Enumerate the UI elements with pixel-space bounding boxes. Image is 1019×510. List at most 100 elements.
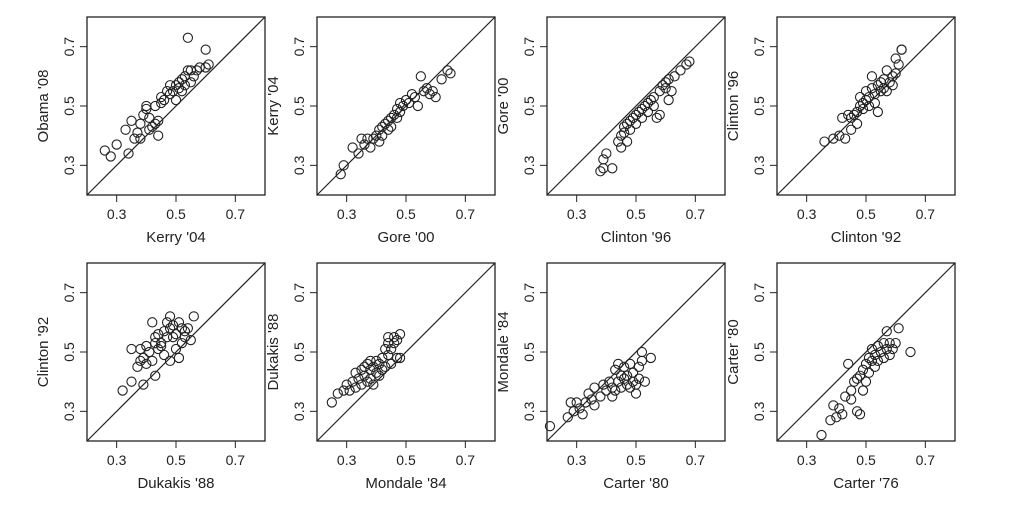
data-point	[132, 361, 143, 372]
x-tick-label: 0.7	[686, 206, 706, 222]
data-point	[391, 352, 403, 364]
data-point	[362, 133, 373, 144]
y-axis-label: Mondale '84	[495, 311, 512, 392]
data-point	[872, 340, 884, 352]
scatter-panel: 0.3 0.5 0.7 0.3 0.5 0.7 Clinton '92 Clinton '96	[725, 16, 956, 246]
data-point	[857, 97, 869, 109]
data-point	[869, 361, 881, 372]
data-point	[412, 100, 424, 112]
data-point	[863, 367, 875, 378]
data-point	[338, 160, 349, 171]
x-tick-label: 0.7	[456, 206, 476, 222]
data-point	[890, 68, 901, 79]
data-point	[421, 83, 432, 94]
data-point	[854, 409, 866, 420]
x-tick-label: 0.5	[626, 452, 646, 468]
data-point	[362, 358, 373, 370]
data-point	[153, 130, 164, 141]
data-point	[173, 77, 185, 88]
data-point	[636, 355, 648, 367]
data-point	[621, 370, 633, 381]
data-point	[135, 133, 146, 144]
x-axis-label: Kerry '04	[146, 229, 206, 246]
data-point	[153, 343, 164, 355]
x-axis-label: Carter '80	[603, 475, 668, 492]
data-point	[424, 88, 435, 100]
data-point	[380, 361, 391, 372]
scatter-panel: 0.3 0.5 0.7 0.3 0.5 0.7 Clinton '96 Gore '00	[495, 16, 726, 246]
x-tick-label: 0.7	[916, 452, 936, 468]
data-point	[863, 352, 875, 364]
data-point	[377, 352, 388, 364]
data-point	[164, 355, 176, 367]
data-point	[657, 80, 668, 91]
data-point	[176, 86, 188, 97]
data-point	[866, 71, 878, 82]
data-point	[167, 332, 179, 343]
data-point	[164, 311, 176, 322]
data-point	[359, 139, 370, 150]
data-point	[613, 376, 624, 387]
data-point	[353, 373, 364, 384]
data-point	[843, 109, 854, 121]
data-point	[400, 94, 412, 106]
data-point	[158, 349, 170, 361]
data-point	[837, 409, 848, 420]
data-point	[848, 376, 860, 387]
data-point	[660, 77, 671, 88]
data-point	[182, 323, 194, 334]
data-point	[132, 127, 143, 138]
data-point	[371, 367, 382, 378]
data-point	[377, 364, 388, 375]
data-point	[394, 352, 406, 364]
data-point	[179, 80, 191, 91]
data-point	[161, 317, 173, 328]
data-point	[618, 127, 630, 138]
y-axis-label: Gore '00	[495, 77, 512, 134]
data-point	[126, 376, 137, 387]
x-tick-label: 0.5	[166, 206, 186, 222]
x-axis-label: Gore '00	[377, 229, 434, 246]
data-point	[875, 86, 886, 97]
data-point	[887, 343, 898, 355]
x-tick-label: 0.3	[797, 206, 817, 222]
data-point	[368, 361, 379, 372]
y-tick-label: 0.5	[521, 342, 537, 362]
data-point	[117, 385, 128, 396]
data-point	[857, 364, 869, 375]
data-point	[854, 91, 866, 103]
data-point	[161, 86, 173, 97]
data-point	[386, 121, 397, 132]
data-point	[586, 394, 597, 405]
data-point	[200, 44, 211, 55]
y-axis-label: Carter '80	[725, 319, 742, 384]
data-point	[866, 83, 878, 94]
data-point	[141, 340, 152, 352]
data-point	[332, 388, 343, 399]
data-point	[666, 86, 677, 97]
data-point	[846, 385, 857, 396]
data-point	[624, 124, 636, 135]
data-point	[675, 65, 686, 76]
data-point	[430, 91, 441, 103]
x-tick-label: 0.5	[626, 206, 646, 222]
data-point	[150, 118, 161, 129]
data-point	[123, 148, 134, 159]
data-point	[681, 59, 692, 70]
data-point	[188, 311, 199, 322]
scatter-panel: 0.3 0.5 0.7 0.3 0.5 0.7 Carter '76 Carter '80	[725, 262, 956, 492]
data-point	[161, 332, 173, 343]
data-point	[179, 326, 191, 337]
y-tick-label: 0.3	[521, 155, 537, 175]
data-point	[616, 142, 627, 153]
data-point	[660, 83, 671, 94]
data-point	[654, 86, 665, 97]
data-point	[173, 352, 185, 364]
data-point	[170, 343, 182, 355]
data-point	[851, 406, 863, 417]
reference-line	[776, 262, 956, 442]
x-axis-label: Clinton '96	[601, 229, 671, 246]
data-point	[185, 77, 196, 88]
x-axis-label: Dukakis '88	[137, 475, 214, 492]
data-point	[866, 355, 878, 367]
